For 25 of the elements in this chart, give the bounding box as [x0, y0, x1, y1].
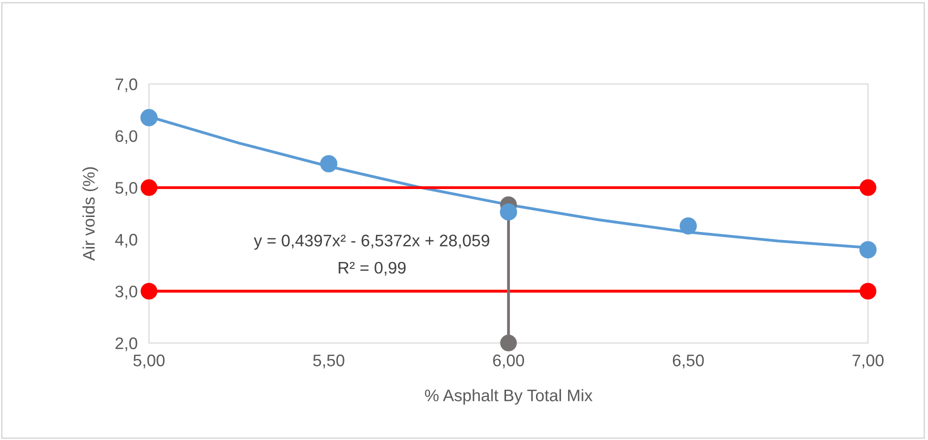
x-tick-label: 7,00 — [852, 354, 884, 368]
point — [860, 282, 876, 300]
point — [500, 203, 518, 221]
y-tick-label: 7,0 — [116, 78, 138, 92]
point — [860, 179, 876, 196]
y-tick-label: 2,0 — [116, 337, 138, 352]
point — [680, 217, 697, 235]
y-tick-label: 3,0 — [115, 286, 138, 300]
y-tick-label: 4,0 — [115, 234, 138, 248]
annotation: y = 0,4397x² - 6,5372x + 28,059 — [254, 234, 490, 250]
point — [320, 155, 338, 172]
y-axis-title: Air voids (%) — [82, 167, 98, 261]
point — [859, 241, 877, 258]
x-tick-label: 6,50 — [672, 354, 704, 368]
x-tick-label: 6,00 — [493, 354, 524, 368]
point — [140, 179, 158, 196]
y-tick-label: 6,0 — [116, 130, 138, 144]
point — [140, 282, 158, 300]
point — [500, 334, 517, 352]
x-tick-label: 5,00 — [133, 354, 165, 368]
y-tick-label: 5,0 — [115, 182, 138, 196]
x-tick-label: 5,50 — [313, 354, 344, 368]
annotation: R² = 0,99 — [338, 262, 406, 276]
point — [140, 109, 158, 126]
x-axis-title: % Asphalt By Total Mix — [424, 389, 592, 405]
